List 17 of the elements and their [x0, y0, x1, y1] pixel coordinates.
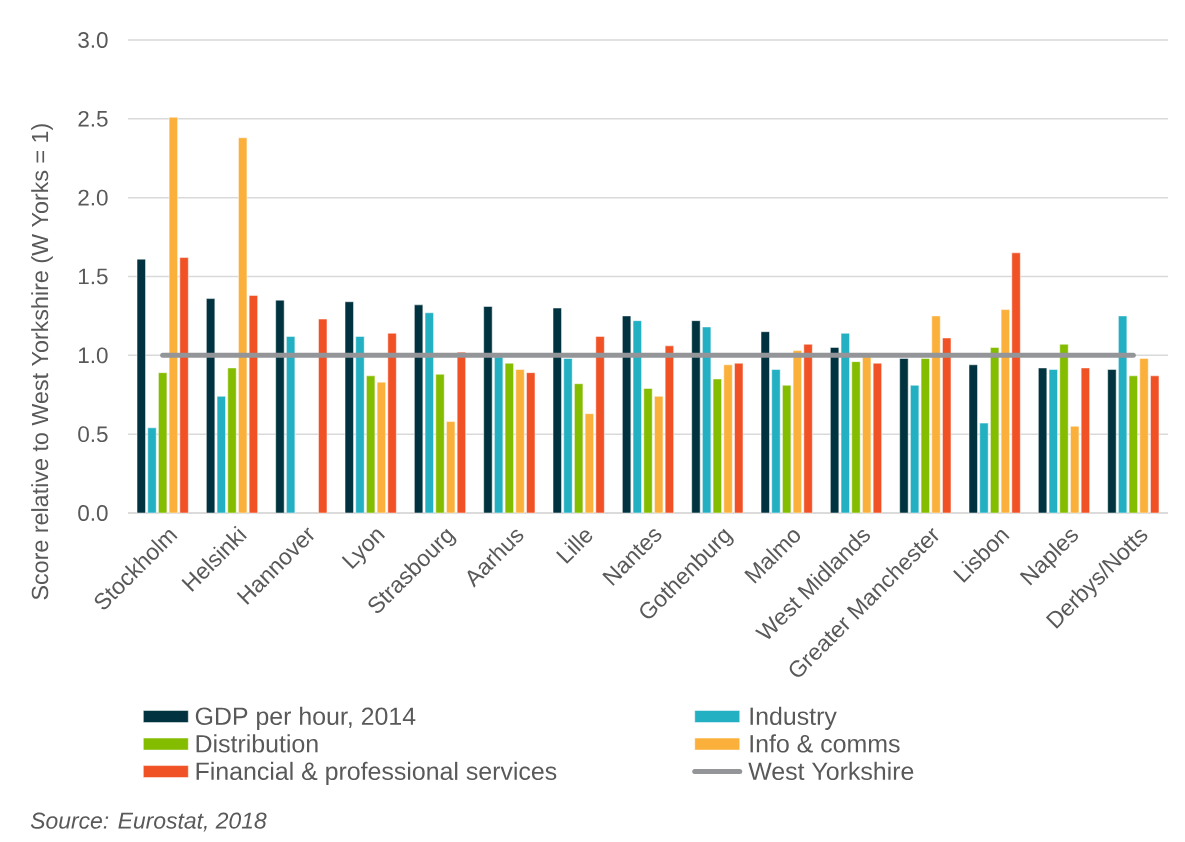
legend-label: Distribution	[196, 734, 318, 753]
y-tick-label: 3.0	[78, 32, 108, 48]
legend-label: Info & comms	[750, 734, 900, 753]
legend-label: West Yorkshire	[748, 761, 914, 781]
y-tick-label: 1.5	[79, 268, 108, 285]
y-tick-label: 2.5	[78, 110, 108, 127]
legend-label: Financial & professional services	[196, 761, 557, 786]
y-tick-label: 0.0	[78, 505, 108, 521]
y-axis-title: Score relative to West Yorkshire (W Yorks = 1)	[31, 124, 53, 600]
legend-label: Industry	[750, 706, 837, 730]
x-tick-label: Lille	[556, 530, 593, 564]
source-note: Source: Eurostat, 2018	[30, 812, 267, 832]
y-tick-label: 2.0	[78, 189, 108, 206]
y-tick-label: 0.5	[78, 426, 108, 443]
bar	[318, 318, 328, 514]
legend-label: GDP per hour, 2014	[195, 706, 416, 730]
y-tick-label: 1.0	[79, 347, 108, 364]
